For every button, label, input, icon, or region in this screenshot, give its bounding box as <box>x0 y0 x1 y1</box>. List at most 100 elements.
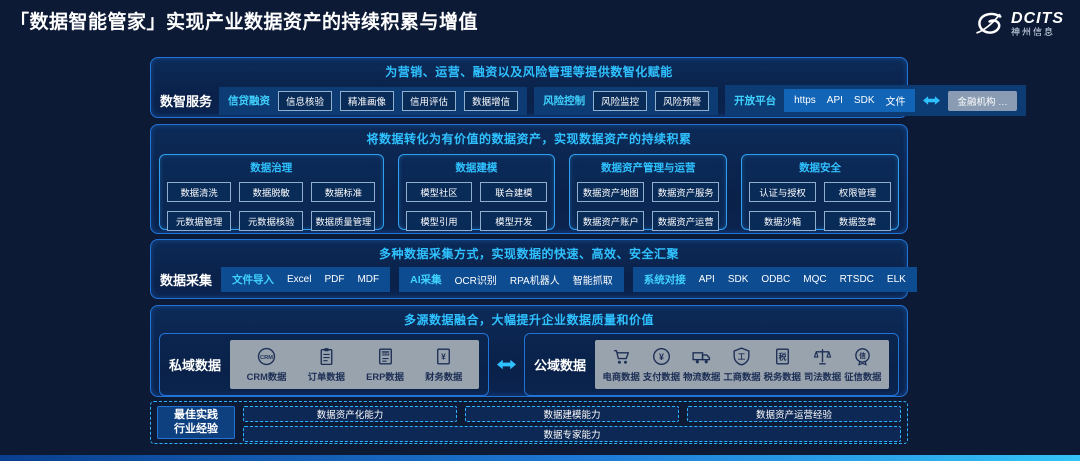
best-practice-label: 最佳实践 行业经验 <box>157 406 235 439</box>
asset-chip: 数据清洗 <box>167 182 232 202</box>
credit-icon: 信 <box>852 346 873 367</box>
asset-chip: 数据资产服务 <box>652 182 720 202</box>
svg-text:CRM: CRM <box>260 355 273 361</box>
band-best-practice: 最佳实践 行业经验 数据资产化能力 数据建模能力 数据资产运营经验 数据专家能力 <box>150 401 908 444</box>
partner-button: 金融机构 … <box>948 90 1017 111</box>
svg-text:¥: ¥ <box>441 352 446 362</box>
dcits-swirl-icon <box>974 10 1004 38</box>
collect-item: ELK <box>886 274 906 285</box>
page-title: 「数据智能管家」实现产业数据资产的持续积累与增值 <box>10 12 479 33</box>
expert-capability-box: 数据专家能力 <box>243 426 901 442</box>
svg-text:税: 税 <box>778 352 786 362</box>
collect-item: OCR识别 <box>454 276 497 287</box>
asset-chip: 数据资产运营 <box>652 211 720 231</box>
erp-icon: ERP <box>375 346 396 367</box>
data-modeling-box: 数据建模 模型社区 联合建模 模型引用 模型开发 <box>397 154 556 231</box>
file-import-group: 文件导入 Excel PDF MDF <box>221 267 391 292</box>
payment-icon: ¥ <box>651 346 672 367</box>
public-data-panel: 电商数据 ¥ 支付数据 物流数据 <box>595 340 889 389</box>
collect-item: API <box>698 274 715 285</box>
band-data-fusion: 多源数据融合，大幅提升企业数据质量和价值 私域数据 CRM CRM数据 <box>150 305 908 397</box>
box-title: 数据建模 <box>455 162 498 174</box>
asset-chip: 数据质量管理 <box>311 211 376 231</box>
service-chip: 风险监控 <box>593 90 648 111</box>
asset-chip: 数据资产地图 <box>577 182 645 202</box>
smart-services-header: 为营销、运营、融资以及风险管理等提供数智化赋能 <box>385 65 673 79</box>
fusion-item: 信 征信数据 <box>844 346 881 383</box>
channel-item: https <box>794 95 816 106</box>
ai-collect-label: AI采集 <box>410 274 442 286</box>
asset-chip: 数据标准 <box>311 182 376 202</box>
service-chip: 精准画像 <box>340 90 395 111</box>
ecommerce-icon <box>611 346 632 367</box>
band-smart-services: 为营销、运营、融资以及风险管理等提供数智化赋能 数智服务 信贷融资 信息核验 精… <box>150 57 1026 118</box>
fusion-item: 订单数据 <box>308 346 345 383</box>
collect-item: PDF <box>324 274 345 285</box>
asset-chip: 数据沙箱 <box>749 211 817 231</box>
fusion-item: ERP ERP数据 <box>366 346 404 383</box>
asset-chip: 元数据核验 <box>239 211 304 231</box>
service-chip: 信用评估 <box>402 90 457 111</box>
system-integration-label: 系统对接 <box>643 274 686 286</box>
asset-chip: 模型开发 <box>480 211 548 231</box>
risk-control-group: 风险控制 风险监控 风险预警 <box>534 86 719 115</box>
private-data-label: 私域数据 <box>169 358 222 373</box>
service-chip: 风险预警 <box>655 90 710 111</box>
logo-name: DCITS <box>1011 9 1064 27</box>
band-data-asset: 将数据转化为有价值的数据资产，实现数据资产的持续积累 数据治理 数据清洗 数据脱… <box>150 124 908 234</box>
file-import-label: 文件导入 <box>232 274 275 286</box>
box-title: 数据治理 <box>250 162 293 174</box>
company-logo: DCITS 神州信息 <box>974 10 1064 38</box>
risk-control-label: 风险控制 <box>543 95 586 107</box>
collect-item: RPA机器人 <box>509 276 560 287</box>
collect-item: ODBC <box>761 274 791 285</box>
collect-item: SDK <box>727 274 749 285</box>
asset-chip: 认证与授权 <box>749 182 817 202</box>
asset-chip: 数据签章 <box>824 211 891 231</box>
open-platform-channels: https API SDK 文件 <box>784 89 916 112</box>
public-data-box: 公域数据 电商数据 ¥ 支付数据 <box>524 333 899 396</box>
channel-item: SDK <box>853 95 875 106</box>
judicial-icon <box>812 346 833 367</box>
box-title: 数据安全 <box>799 162 842 174</box>
asset-chip: 联合建模 <box>480 182 548 202</box>
fusion-item: 电商数据 <box>603 346 640 383</box>
bottom-gradient-bar <box>0 455 1080 461</box>
fusion-item: 物流数据 <box>683 346 720 383</box>
asset-management-box: 数据资产管理与运营 数据资产地图 数据资产服务 数据资产账户 数据资产运营 <box>569 154 728 231</box>
data-collection-label: 数据采集 <box>160 273 213 288</box>
band-data-collection: 多种数据采集方式，实现数据的快速、高效、安全汇聚 数据采集 文件导入 Excel… <box>150 239 917 299</box>
service-chip: 数据增信 <box>464 90 519 111</box>
data-collection-header: 多种数据采集方式，实现数据的快速、高效、安全汇聚 <box>378 247 679 261</box>
fusion-item: 税 税务数据 <box>764 346 801 383</box>
smart-services-label: 数智服务 <box>160 94 213 109</box>
asset-chip: 模型引用 <box>405 211 473 231</box>
double-arrow-icon <box>497 358 516 371</box>
box-title: 数据资产管理与运营 <box>600 162 696 174</box>
collect-item: MQC <box>803 274 827 285</box>
private-data-panel: CRM CRM数据 订单数据 ERP ERP数据 <box>230 340 479 389</box>
ai-collect-group: AI采集 OCR识别 RPA机器人 智能抓取 <box>399 267 624 292</box>
finance-icon: ¥ <box>433 346 454 367</box>
asset-chip: 权限管理 <box>824 182 891 202</box>
open-platform-label: 开放平台 <box>734 95 777 107</box>
channel-item: 文件 <box>885 97 906 108</box>
fusion-item: 司法数据 <box>804 346 841 383</box>
asset-chip: 数据资产账户 <box>577 211 645 231</box>
public-data-label: 公域数据 <box>534 358 587 373</box>
capability-box: 数据资产运营经验 <box>687 406 901 422</box>
capability-box: 数据资产化能力 <box>243 406 457 422</box>
svg-text:ERP: ERP <box>381 352 389 356</box>
collect-item: MDF <box>357 274 380 285</box>
data-fusion-header: 多源数据融合，大幅提升企业数据质量和价值 <box>403 313 654 327</box>
order-icon <box>316 346 337 367</box>
asset-chip: 模型社区 <box>405 182 473 202</box>
data-governance-box: 数据治理 数据清洗 数据脱敏 数据标准 元数据管理 元数据核验 数据质量管理 <box>159 154 384 231</box>
crm-icon: CRM <box>256 346 277 367</box>
double-arrow-icon <box>923 95 941 106</box>
open-platform-group: 开放平台 https API SDK 文件 金融机构 … <box>725 85 1026 116</box>
data-asset-header: 将数据转化为有价值的数据资产，实现数据资产的持续积累 <box>366 132 692 146</box>
fusion-item: ¥ 财务数据 <box>425 346 462 383</box>
fusion-item: CRM CRM数据 <box>247 346 286 383</box>
